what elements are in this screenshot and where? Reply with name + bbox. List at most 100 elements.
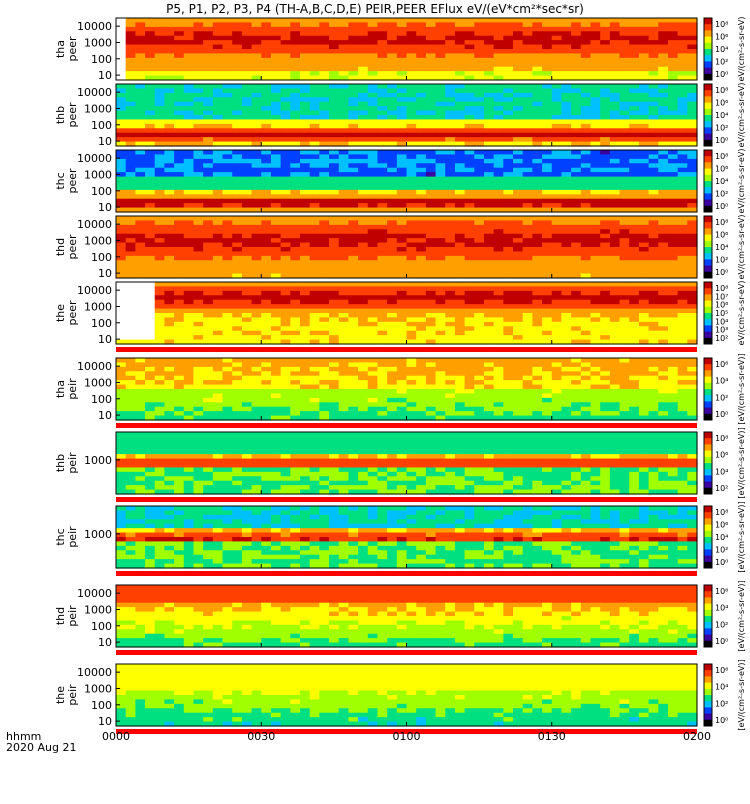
spectrogram-cell <box>610 53 620 58</box>
spectrogram-cell <box>164 53 174 58</box>
spectrogram-cell <box>387 393 397 398</box>
spectrogram-cell <box>503 309 513 314</box>
spectrogram-cell <box>552 124 562 129</box>
spectrogram-cell <box>126 150 136 155</box>
spectrogram-cell <box>620 389 630 394</box>
spectrogram-cell <box>126 84 136 89</box>
spectrogram-cell <box>213 326 223 331</box>
spectrogram-cell <box>494 185 504 190</box>
spectrogram-cell <box>629 229 639 234</box>
spectrogram-cell <box>135 260 145 265</box>
spectrogram-cell <box>184 53 194 58</box>
spectrogram-cell <box>649 177 659 182</box>
spectrogram-cell <box>203 256 213 261</box>
spectrogram-cell <box>503 194 513 199</box>
spectrogram-cell <box>465 84 475 89</box>
spectrogram-cell <box>261 53 271 58</box>
spectrogram-cell <box>213 97 223 102</box>
spectrogram-cell <box>687 216 697 221</box>
spectrogram-cell <box>610 380 620 385</box>
spectrogram-cell <box>571 380 581 385</box>
spectrogram-cell <box>319 150 329 155</box>
spectrogram-cell <box>590 172 600 177</box>
spectrogram-cell <box>252 27 262 32</box>
spectrogram-cell <box>484 286 494 291</box>
spectrogram-cell <box>319 190 329 195</box>
spectrogram-cell <box>532 243 542 248</box>
spectrogram-cell <box>339 49 349 54</box>
spectrogram-cell <box>290 300 300 305</box>
spectrogram-cell <box>678 380 688 385</box>
spectrogram-cell <box>203 150 213 155</box>
spectrogram-cell <box>600 31 610 36</box>
spectrogram-cell <box>523 269 533 274</box>
spectrogram-cell <box>319 247 329 252</box>
spectrogram-cell <box>319 45 329 50</box>
spectrogram-cell <box>484 45 494 50</box>
spectrogram-cell <box>252 124 262 129</box>
spectrogram-cell <box>552 150 562 155</box>
spectrogram-cell <box>561 225 571 230</box>
panel-label-product: peer <box>66 300 79 326</box>
spectrogram-cell <box>290 190 300 195</box>
spectrogram-cell <box>658 150 668 155</box>
spectrogram-cell <box>581 260 591 265</box>
spectrogram-cell <box>416 185 426 190</box>
spectrogram-cell <box>377 238 387 243</box>
spectrogram-cell <box>513 194 523 199</box>
spectrogram-cell <box>232 36 242 41</box>
spectrogram-cell <box>649 225 659 230</box>
spectrogram-cell <box>329 154 339 159</box>
spectrogram-cell <box>416 115 426 120</box>
spectrogram-cell <box>203 243 213 248</box>
spectrogram-cell <box>252 190 262 195</box>
spectrogram-cell <box>639 335 649 340</box>
spectrogram-cell <box>629 260 639 265</box>
spectrogram-cell <box>252 168 262 173</box>
spectrogram-cell <box>503 181 513 186</box>
spectrogram-cell <box>348 389 358 394</box>
spectrogram-cell <box>319 300 329 305</box>
spectrogram-cell <box>649 295 659 300</box>
spectrogram-cell <box>358 376 368 381</box>
spectrogram-cell <box>377 220 387 225</box>
spectrogram-cell <box>126 216 136 221</box>
spectrogram-cell <box>620 282 630 287</box>
spectrogram-cell <box>649 137 659 142</box>
spectrogram-cell <box>281 185 291 190</box>
spectrogram-cell <box>610 199 620 204</box>
spectrogram-cell <box>348 150 358 155</box>
spectrogram-cell <box>678 53 688 58</box>
spectrogram-cell <box>445 322 455 327</box>
spectrogram-cell <box>155 115 165 120</box>
spectrogram-cell <box>465 22 475 27</box>
spectrogram-cell <box>397 40 407 45</box>
spectrogram-cell <box>474 18 484 23</box>
spectrogram-cell <box>368 185 378 190</box>
spectrogram-cell <box>639 154 649 159</box>
spectrogram-cell <box>126 243 136 248</box>
spectrogram-cell <box>252 137 262 142</box>
spectrogram-cell <box>571 203 581 208</box>
spectrogram-cell <box>678 260 688 265</box>
spectrogram-cell <box>213 163 223 168</box>
spectrogram-cell <box>252 380 262 385</box>
spectrogram-cell <box>213 84 223 89</box>
spectrogram-cell <box>484 58 494 63</box>
colorbar-unit-text: eV/(cm²-s-sr-eV) <box>737 83 746 148</box>
spectrogram-cell <box>213 238 223 243</box>
spectrogram-cell <box>407 133 417 138</box>
spectrogram-cell <box>310 393 320 398</box>
colorbar-tick-label: 10⁴ <box>715 45 728 54</box>
spectrogram-cell <box>271 128 281 133</box>
spectrogram-cell <box>629 40 639 45</box>
spectrogram-cell <box>436 190 446 195</box>
spectrogram-cell <box>658 335 668 340</box>
spectrogram-cell <box>184 367 194 372</box>
spectrogram-cell <box>145 133 155 138</box>
spectrogram-cell <box>213 181 223 186</box>
spectrogram-cell <box>252 115 262 120</box>
spectrogram-cell <box>610 58 620 63</box>
spectrogram-cell <box>620 300 630 305</box>
spectrogram-cell <box>281 393 291 398</box>
